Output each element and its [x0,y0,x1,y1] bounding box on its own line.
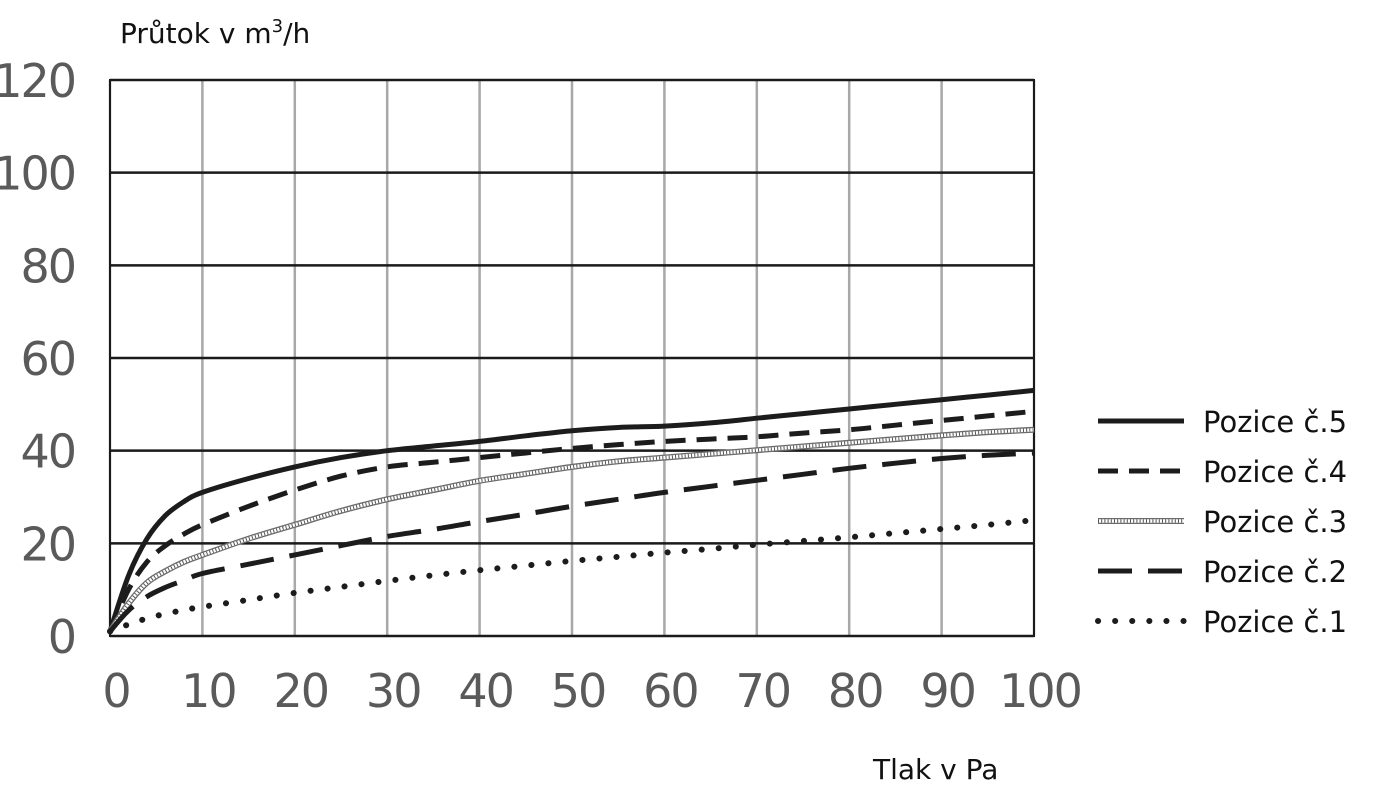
x-tick-label: 70 [736,664,791,718]
x-tick-label: 50 [551,664,606,718]
grid [108,78,1036,638]
y-tick-label: 80 [20,239,75,293]
x-tick-label: 80 [828,664,883,718]
x-tick-label: 0 [102,664,129,718]
legend-pozice-4-label: Pozice č.4 [1203,455,1347,489]
x-tick-label: 100 [999,664,1081,718]
x-axis-label: Tlak v Pa [872,753,998,786]
legend-pozice-1-label: Pozice č.1 [1203,605,1347,639]
y-tick-label: 100 [0,147,75,201]
legend: Pozice č.5 Pozice č.4 Pozice č.3 Pozice č.2… [1095,405,1347,639]
series-line-pozice-1 [107,517,1037,635]
legend-pozice-5-label: Pozice č.5 [1203,405,1347,439]
legend-pozice-2-label: Pozice č.2 [1203,555,1347,589]
x-tick-label: 40 [458,664,513,718]
series-line-pozice-3-fill [108,428,1035,633]
y-tick-label: 20 [20,517,75,571]
series-line-pozice-5 [107,387,1035,633]
y-axis-label-superscript: 3 [272,16,283,37]
series-line-pozice-4 [107,408,1035,633]
x-tick-label: 20 [274,664,329,718]
tick-labels: 0 20 40 60 80 100 120 0 10 20 30 40 50 60 70 80 90 100 [0,54,1083,718]
plot-frame [109,79,1035,637]
series-line-pozice-2 [108,450,1035,634]
y-tick-label: 120 [0,54,75,108]
axis-labels: Průtok v m3/h Tlak v Pa [120,16,998,786]
y-tick-label: 0 [48,610,75,664]
x-tick-label: 60 [643,664,698,718]
legend-pozice-3-label: Pozice č.3 [1203,505,1347,539]
x-tick-label: 90 [920,664,975,718]
x-tick-label: 10 [181,664,236,718]
y-tick-label: 40 [20,425,75,479]
x-tick-label: 30 [366,664,421,718]
series-lines [107,387,1037,635]
y-axis-label: Průtok v m3/h [120,16,310,50]
y-axis-label-suffix: /h [283,17,310,50]
y-tick-label: 60 [20,332,75,386]
